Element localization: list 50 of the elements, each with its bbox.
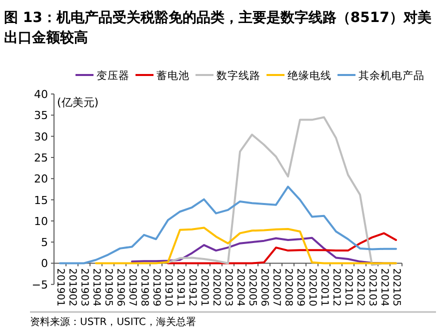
y-tick-label: 0 [41, 257, 48, 270]
line-series [95, 226, 397, 264]
line-series [167, 232, 397, 264]
x-tick-label: 201910 [162, 268, 174, 306]
y-tick-label: 5 [41, 236, 48, 250]
x-tick-label: 202012 [330, 268, 342, 306]
x-tick-label: 201908 [138, 268, 150, 306]
x-tick-label: 202103 [366, 268, 378, 306]
x-tick-label: 201907 [126, 268, 138, 306]
legend-label: 蓄电池 [156, 69, 190, 82]
x-tick-label: 201904 [90, 268, 102, 306]
text: 资料来源：USTR，USITC，海关总署 [30, 316, 196, 328]
x-tick-label: 202001 [198, 268, 210, 306]
legend-label: 数字线路 [216, 69, 260, 82]
y-tick-label: 10 [34, 214, 48, 228]
y-tick-label: 25 [34, 151, 48, 164]
x-tick-label: 202105 [390, 268, 402, 306]
x-tick-label: 201905 [102, 268, 114, 306]
x-tick-label: 201901 [54, 268, 66, 306]
legend-label: 变压器 [96, 69, 130, 82]
x-tick-label: 201912 [186, 268, 198, 306]
x-tick-label: 201911 [174, 268, 186, 306]
x-tick-label: 202008 [282, 268, 294, 306]
y-tick-label: 40 [34, 88, 48, 101]
x-tick-label: 202010 [306, 268, 318, 306]
y-axis-title: (亿美元) [57, 96, 99, 109]
x-tick-label: 202102 [354, 268, 366, 306]
x-tick-label: 202009 [294, 268, 306, 306]
x-tick-label: 202101 [342, 268, 354, 306]
y-tick-label: 15 [34, 194, 48, 207]
x-tick-label: 202004 [234, 268, 246, 306]
x-tick-label: 202003 [222, 268, 234, 306]
x-tick-label: 201903 [78, 268, 90, 306]
y-tick-label: 35 [34, 109, 48, 122]
legend-label: 其余机电产品 [358, 69, 424, 82]
chart-title: 图 13：机电产品受关税豁免的品类，主要是数字线路（8517）对美出口金额较高 [4, 9, 432, 46]
y-tick-label: 30 [34, 130, 48, 144]
legend-label: 绝缘电线 [288, 69, 332, 82]
x-tick-label: 201906 [114, 268, 126, 306]
line-series [59, 186, 397, 264]
y-tick-label: 20 [34, 172, 48, 186]
y-tick-label: −5 [32, 278, 48, 292]
x-tick-label: 202002 [210, 268, 222, 306]
x-tick-label: 202104 [378, 268, 390, 306]
x-tick-label: 201902 [66, 268, 78, 306]
x-tick-label: 202006 [258, 268, 270, 306]
x-tick-label: 202011 [318, 268, 330, 306]
x-tick-label: 202007 [270, 268, 282, 306]
x-tick-label: 201909 [150, 268, 162, 306]
x-tick-label: 202005 [246, 268, 258, 306]
